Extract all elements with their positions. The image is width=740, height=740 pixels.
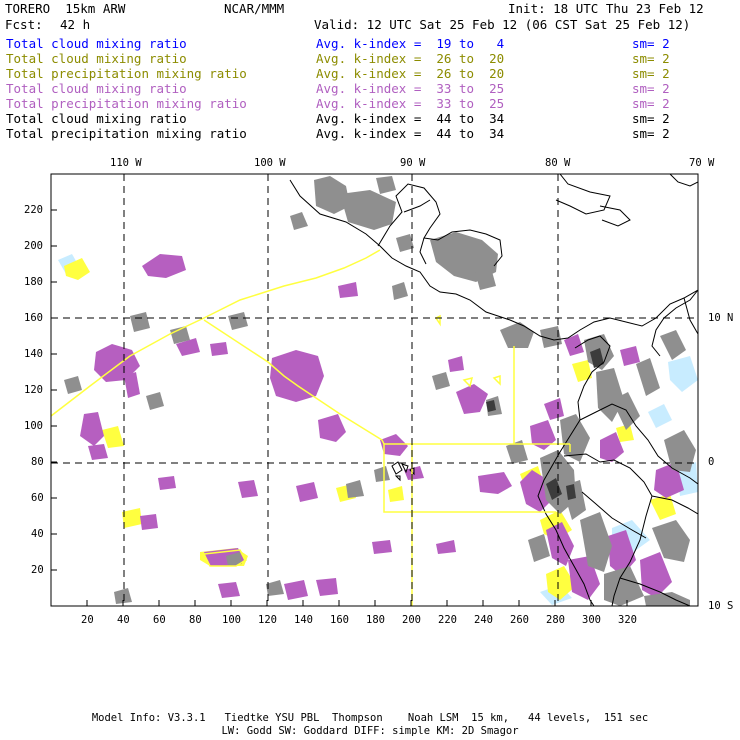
x-tick-label: 300 [582, 614, 601, 626]
model-info-line-2: LW: Godd SW: Goddard DIFF: simple KM: 2D… [221, 725, 519, 737]
x-tick-label: 240 [474, 614, 493, 626]
forecast-hour: 42 h [60, 17, 91, 32]
x-tick-label: 120 [258, 614, 277, 626]
init-time: Init: 18 UTC Thu 23 Feb 12 [508, 1, 704, 16]
x-tick-label: 80 [189, 614, 202, 626]
legend-row: Total cloud mixing ratio Avg. k-index = … [6, 36, 670, 51]
organization-label: NCAR/MMM [224, 1, 285, 16]
legend-smoothing: sm= 2 [632, 111, 670, 126]
legend-kindex: Avg. k-index = 26 to 20 [316, 51, 505, 66]
y-tick-label: 80 [31, 456, 44, 468]
legend-row: Total precipitation mixing ratio Avg. k-… [6, 126, 670, 141]
forecast-label: Fcst: [5, 17, 43, 32]
latitude-label: 0 [708, 456, 715, 468]
x-tick-label: 180 [366, 614, 385, 626]
gray-cloud-areas [64, 176, 696, 606]
legend-row: Total cloud mixing ratio Avg. k-index = … [6, 111, 670, 126]
axis-ticks [51, 209, 628, 606]
coastlines [289, 174, 698, 606]
model-title: TORERO 15km ARW [5, 1, 126, 16]
legend-field: Total cloud mixing ratio [6, 36, 187, 51]
legend-kindex: Avg. k-index = 44 to 34 [316, 126, 505, 141]
x-tick-label: 160 [330, 614, 349, 626]
legend-smoothing: sm= 2 [632, 81, 670, 96]
legend-smoothing: sm= 2 [632, 66, 670, 81]
y-tick-label: 120 [24, 384, 43, 396]
legend-smoothing: sm= 2 [632, 96, 670, 111]
y-tick-label: 160 [24, 312, 43, 324]
legend-field: Total precipitation mixing ratio [6, 96, 247, 111]
legend-row: Total cloud mixing ratio Avg. k-index = … [6, 81, 670, 96]
y-tick-label: 220 [24, 204, 43, 216]
model-info-line-1: Model Info: V3.3.1 Tiedtke YSU PBL Thomp… [91, 712, 649, 724]
legend-kindex: Avg. k-index = 19 to 4 [316, 36, 505, 51]
x-tick-label: 260 [510, 614, 529, 626]
legend-kindex: Avg. k-index = 33 to 25 [316, 96, 505, 111]
longitude-label: 90 W [400, 157, 426, 169]
legend-field: Total cloud mixing ratio [6, 81, 187, 96]
x-tick-label: 200 [402, 614, 421, 626]
yellow-contour-lines [51, 249, 571, 606]
lat-lon-grid [51, 174, 698, 606]
dark-cloud-cores [486, 348, 604, 500]
legend-row: Total cloud mixing ratio Avg. k-index = … [6, 51, 670, 66]
y-tick-label: 60 [31, 492, 44, 504]
yellow-cloud-areas [64, 258, 680, 600]
legend-row: Total precipitation mixing ratio Avg. k-… [6, 66, 670, 81]
x-tick-label: 140 [294, 614, 313, 626]
y-tick-label: 200 [24, 240, 43, 252]
y-tick-label: 100 [24, 420, 43, 432]
valid-time: Valid: 12 UTC Sat 25 Feb 12 (06 CST Sat … [314, 17, 691, 32]
x-tick-label: 220 [438, 614, 457, 626]
legend-kindex: Avg. k-index = 26 to 20 [316, 66, 505, 81]
legend-field: Total precipitation mixing ratio [6, 126, 247, 141]
longitude-label: 100 W [254, 157, 286, 169]
legend-smoothing: sm= 2 [632, 126, 670, 141]
legend-kindex: Avg. k-index = 44 to 34 [316, 111, 505, 126]
latitude-label: 10 N [708, 312, 734, 324]
y-tick-label: 20 [31, 564, 44, 576]
y-tick-label: 40 [31, 528, 44, 540]
forecast-fields [51, 174, 698, 606]
x-tick-label: 320 [618, 614, 637, 626]
x-tick-label: 40 [117, 614, 130, 626]
legend-field: Total cloud mixing ratio [6, 51, 187, 66]
legend-field: Total cloud mixing ratio [6, 111, 187, 126]
legend-field: Total precipitation mixing ratio [6, 66, 247, 81]
x-tick-label: 20 [81, 614, 94, 626]
legend-row: Total precipitation mixing ratio Avg. k-… [6, 96, 670, 111]
y-tick-label: 180 [24, 276, 43, 288]
x-tick-label: 280 [546, 614, 565, 626]
x-tick-label: 60 [153, 614, 166, 626]
legend-smoothing: sm= 2 [632, 51, 670, 66]
longitude-label: 80 W [545, 157, 571, 169]
longitude-label: 70 W [689, 157, 715, 169]
y-tick-label: 140 [24, 348, 43, 360]
legend-kindex: Avg. k-index = 33 to 25 [316, 81, 505, 96]
longitude-label: 110 W [110, 157, 142, 169]
legend-smoothing: sm= 2 [632, 36, 670, 51]
x-tick-label: 100 [222, 614, 241, 626]
latitude-label: 10 S [708, 600, 734, 612]
